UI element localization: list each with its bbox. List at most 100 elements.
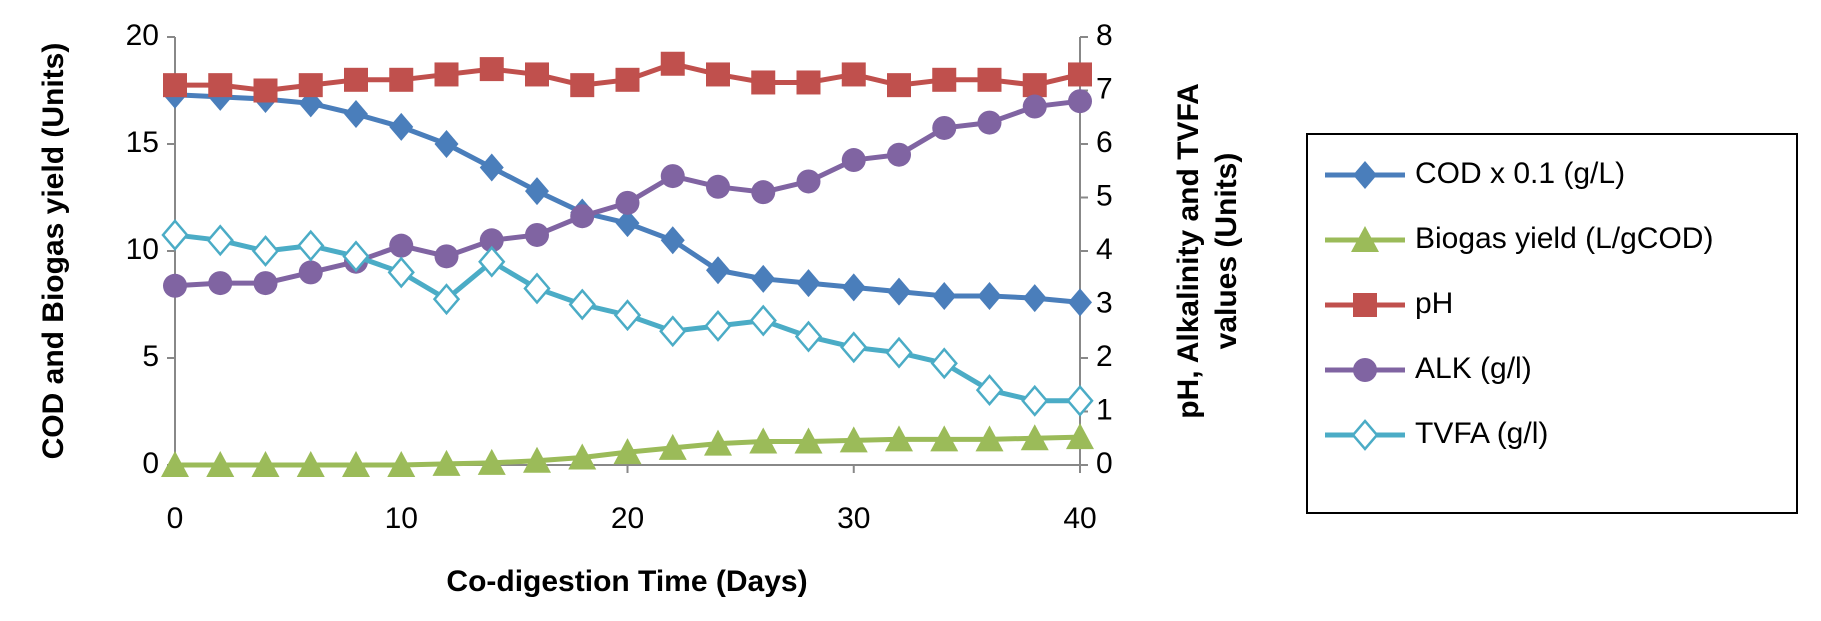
- legend-marker: [1351, 419, 1379, 451]
- data-point: [706, 174, 730, 199]
- legend-label: COD x 0.1 (g/L): [1415, 157, 1625, 190]
- data-point: [885, 425, 913, 452]
- data-point: [1068, 89, 1092, 114]
- data-point: [660, 226, 685, 255]
- x-tick-label: 20: [611, 502, 644, 535]
- y2-tick-label: 8: [1096, 19, 1113, 52]
- data-point: [977, 67, 1002, 92]
- data-point: [1066, 384, 1094, 417]
- data-point: [794, 427, 823, 454]
- x-tick-label: 10: [385, 502, 418, 535]
- data-point: [975, 374, 1004, 407]
- data-point: [253, 271, 278, 296]
- data-point: [887, 277, 911, 306]
- data-point: [840, 331, 868, 364]
- legend-label: Biogas yield (L/gCOD): [1415, 222, 1713, 255]
- y2-tick-label: 7: [1096, 72, 1113, 105]
- data-point: [206, 451, 235, 477]
- data-point: [704, 309, 732, 342]
- data-point: [975, 425, 1004, 452]
- y2-tick-label: 1: [1096, 393, 1113, 426]
- y2-axis-title: values (Units): [1210, 153, 1243, 350]
- data-point: [523, 446, 551, 473]
- data-point: [658, 433, 687, 460]
- legend-marker: [1353, 161, 1377, 189]
- data-point: [615, 67, 640, 92]
- data-point: [1068, 288, 1092, 317]
- data-point: [477, 448, 506, 475]
- data-point: [660, 164, 685, 189]
- data-point: [342, 451, 370, 477]
- data-point: [749, 304, 777, 337]
- data-point: [887, 73, 911, 98]
- data-point: [613, 299, 642, 332]
- data-point: [706, 62, 730, 87]
- legend-label: pH: [1415, 287, 1453, 320]
- data-point: [525, 177, 549, 206]
- data-point: [479, 153, 504, 182]
- data-point: [841, 148, 866, 173]
- legend-label: ALK (g/l): [1415, 352, 1532, 385]
- data-point: [1022, 284, 1047, 313]
- data-point: [525, 62, 549, 87]
- data-point: [478, 245, 506, 278]
- data-point: [930, 425, 959, 452]
- data-point: [387, 451, 416, 477]
- data-point: [932, 115, 957, 140]
- data-point: [297, 229, 325, 262]
- data-point: [568, 288, 596, 321]
- data-point: [615, 190, 640, 215]
- data-point: [885, 336, 913, 369]
- legend-marker: [1353, 358, 1377, 382]
- data-point: [749, 427, 778, 454]
- legend-label: TVFA (g/l): [1415, 417, 1548, 450]
- legend-box: [1306, 133, 1798, 514]
- data-point: [296, 451, 325, 477]
- x-tick-label: 30: [837, 502, 870, 535]
- data-point: [1020, 424, 1049, 451]
- data-point: [796, 169, 821, 194]
- data-point: [932, 67, 957, 92]
- y2-tick-label: 4: [1096, 233, 1113, 266]
- data-point: [1066, 423, 1094, 450]
- data-point: [434, 244, 459, 269]
- data-point: [977, 281, 1002, 310]
- x-tick-label: 0: [167, 502, 184, 535]
- legend-marker: [1353, 293, 1377, 317]
- data-point: [389, 67, 414, 92]
- data-point: [434, 130, 459, 158]
- data-point: [568, 443, 597, 470]
- data-point: [841, 273, 866, 302]
- y-tick-label: 5: [142, 340, 159, 373]
- data-point: [1068, 62, 1092, 87]
- data-point: [751, 70, 776, 95]
- data-point: [660, 51, 685, 76]
- data-point: [253, 78, 278, 103]
- data-point: [659, 315, 687, 348]
- data-point: [1021, 384, 1049, 417]
- data-point: [1022, 73, 1047, 98]
- data-point: [434, 62, 459, 87]
- y-tick-label: 0: [142, 447, 159, 480]
- y-axis-title: COD and Biogas yield (Units): [37, 43, 70, 460]
- data-point: [432, 449, 461, 476]
- data-point: [206, 224, 234, 257]
- data-point: [208, 73, 233, 98]
- data-point: [432, 283, 461, 316]
- data-point: [751, 180, 776, 205]
- data-point: [344, 100, 368, 129]
- data-point: [1022, 94, 1047, 119]
- data-point: [525, 222, 549, 247]
- data-point: [344, 67, 368, 92]
- data-point: [570, 73, 595, 98]
- data-point: [342, 240, 370, 273]
- data-point: [570, 204, 595, 229]
- data-point: [887, 142, 911, 167]
- x-tick-label: 40: [1063, 502, 1096, 535]
- data-point: [839, 426, 868, 453]
- data-point: [479, 228, 504, 253]
- data-point: [794, 320, 823, 353]
- data-point: [613, 438, 642, 465]
- y-tick-label: 10: [126, 233, 159, 266]
